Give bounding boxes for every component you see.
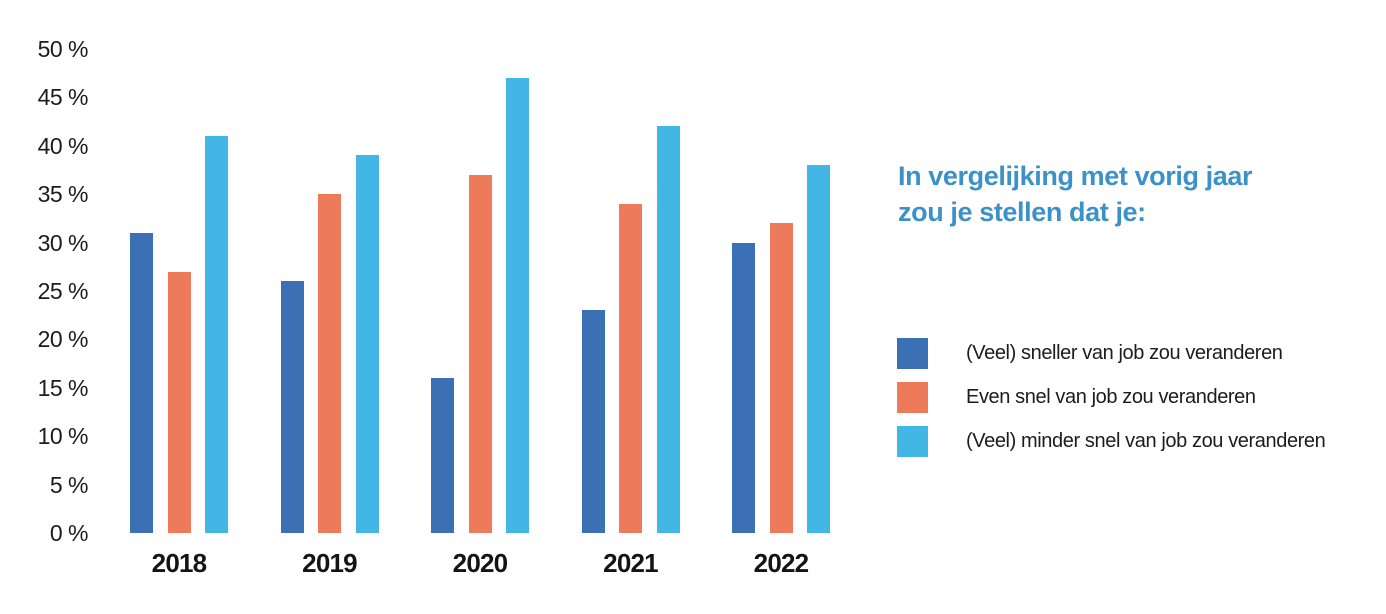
bar-2020-series-1 <box>431 378 454 533</box>
y-axis-tick-label: 0 % <box>49 520 89 546</box>
chart-title-line-2: zou je stellen dat je: <box>898 197 1146 227</box>
bar-2021-series-1 <box>581 310 605 533</box>
chart-title-line-1: In vergelijking met vorig jaar <box>898 161 1253 191</box>
y-axis-tick-label: 20 % <box>37 326 89 353</box>
bar-2018-series-2 <box>167 271 191 533</box>
y-axis-tick-label: 5 % <box>49 471 89 498</box>
y-axis-tick-label: 10 % <box>37 423 89 450</box>
chart-title: In vergelijking met vorig jaar zou je st… <box>898 158 1328 230</box>
legend-swatch-icon <box>897 382 928 413</box>
bar-2022-series-1 <box>732 242 755 533</box>
legend-label: (Veel) sneller van job zou veranderen <box>966 342 1283 364</box>
legend-item-1: (Veel) sneller van job zou veranderen <box>897 338 1325 369</box>
bar-2020-series-2 <box>468 174 492 533</box>
bar-2019-series-3 <box>355 155 379 533</box>
legend-label: (Veel) minder snel van job zou verandere… <box>966 430 1326 452</box>
bar-2019-series-2 <box>318 194 341 533</box>
y-axis-tick-label: 35 % <box>37 181 89 208</box>
legend-swatch-icon <box>897 426 928 457</box>
y-axis-tick-label: 45 % <box>37 84 89 111</box>
x-axis-label-2020: 2020 <box>452 548 508 578</box>
legend: (Veel) sneller van job zou veranderen Eve… <box>897 338 1326 457</box>
bar-2021-series-3 <box>656 126 680 533</box>
bar-2020-series-3 <box>506 78 529 533</box>
y-axis-tick-label: 25 % <box>37 278 89 304</box>
bar-2019-series-1 <box>280 281 304 533</box>
x-axis-label-2022: 2022 <box>753 548 809 578</box>
bar-2022-series-2 <box>769 223 793 533</box>
x-axis-label-2019: 2019 <box>302 548 357 578</box>
legend-label: Even snel van job zou veranderen <box>966 386 1256 408</box>
y-axis-tick-label: 30 % <box>37 229 89 256</box>
legend-item-3: (Veel) minder snel van job zou verandere… <box>897 426 1326 457</box>
y-axis-tick-label: 50 % <box>37 36 89 62</box>
bar-2018-series-1 <box>130 232 153 533</box>
y-axis-tick-label: 40 % <box>37 132 89 159</box>
x-axis-label-2021: 2021 <box>603 548 658 578</box>
legend-swatch-icon <box>897 338 928 369</box>
bar-2018-series-3 <box>205 136 228 533</box>
bar-2022-series-3 <box>807 165 830 533</box>
x-axis-label-2018: 2018 <box>151 548 207 578</box>
bar-2021-series-2 <box>619 203 642 533</box>
y-axis-tick-label: 15 % <box>37 374 89 401</box>
legend-item-2: Even snel van job zou veranderen <box>897 382 1325 413</box>
